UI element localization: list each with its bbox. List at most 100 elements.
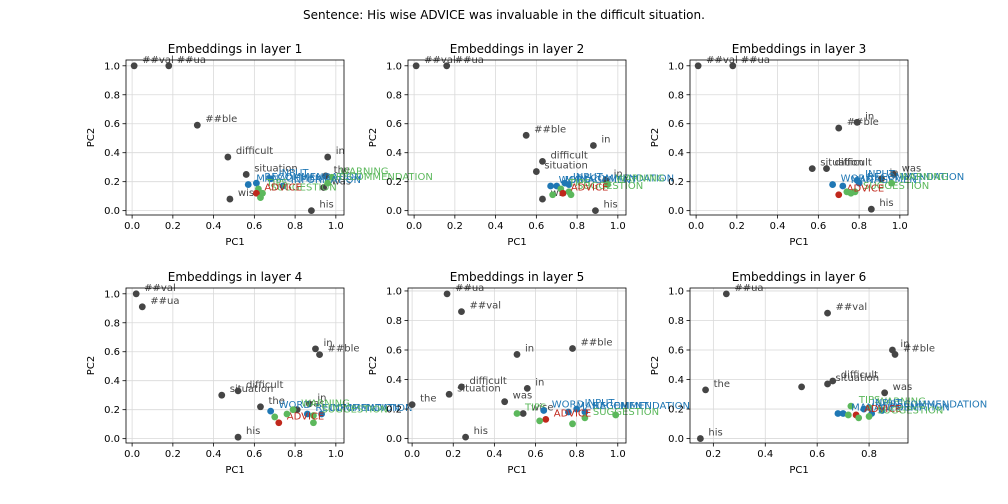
point-unlabeled (567, 191, 575, 199)
point-label: his (474, 426, 488, 437)
x-axis-label: PC1 (789, 465, 808, 476)
point--val (130, 62, 138, 70)
x-tick-label: 0.8 (861, 449, 877, 460)
point-label: in (900, 339, 909, 350)
y-axis-label: PC2 (650, 128, 661, 147)
point-label: was (513, 391, 533, 402)
x-tick-label: 1.0 (610, 221, 626, 232)
x-tick-label: 0.4 (206, 221, 222, 232)
point-label: difficult (835, 158, 872, 169)
point-label: situation (254, 163, 298, 174)
y-tick-label: 1.0 (386, 286, 402, 297)
point-label: ADVICE (287, 412, 324, 423)
x-tick-label: 0.4 (757, 449, 773, 460)
point--ble (193, 121, 201, 129)
point-in (513, 351, 521, 358)
point-situation (808, 165, 816, 173)
x-tick-label: 0.6 (246, 221, 262, 232)
point-label: in (323, 338, 332, 349)
point-difficult (823, 165, 830, 173)
point-his (308, 207, 315, 215)
point-warning (289, 406, 297, 414)
point-label: ##val (836, 302, 868, 313)
point-recommendation (252, 179, 260, 187)
point-label: MANAGEMENT (851, 402, 924, 413)
point-was (320, 184, 328, 191)
point-label: ##ble (205, 114, 237, 125)
point--val (694, 62, 702, 70)
y-tick-label: 0.8 (386, 316, 402, 327)
x-tick-label: 0.2 (705, 449, 721, 460)
y-axis-label: PC2 (368, 356, 379, 375)
y-tick-label: 0.0 (386, 434, 402, 445)
point-label: RECOMMENDATION (315, 403, 412, 414)
point-input (267, 175, 275, 183)
x-tick-label: 0.6 (810, 221, 826, 232)
point-the (322, 172, 330, 180)
x-tick-label: 0.2 (447, 221, 463, 232)
y-axis-label: PC2 (86, 128, 97, 147)
point-warning (888, 179, 896, 187)
point-unlabeled (310, 419, 317, 427)
point-label: the (334, 165, 350, 176)
point-advice (835, 191, 843, 199)
x-tick-label: 0.8 (851, 221, 867, 232)
x-tick-label: 0.8 (569, 221, 585, 232)
point-recommendation (303, 410, 311, 418)
point-management (839, 410, 847, 417)
x-tick-label: 0.4 (770, 221, 786, 232)
point-unlabeled (569, 420, 576, 428)
chart-layer-5: 0.0 0.2 0.4 0.6 0.8 1.0 0.0 0.2 0.4 0.6 0.8 1.0 ##ua… (368, 270, 690, 476)
point-label: ADVICE (264, 182, 301, 193)
point-label: ##val (469, 301, 501, 312)
point-label: ##ble (847, 117, 879, 128)
point-label: INPUT (279, 168, 310, 179)
point-in (305, 400, 313, 408)
point-label: situation (457, 383, 501, 394)
y-axis-label: PC2 (650, 356, 661, 375)
y-tick-label: 1.0 (386, 61, 402, 72)
y-tick-label: 0.8 (668, 316, 684, 327)
point-label: RECOMMENDATION (336, 172, 433, 183)
point-label: RECOMMENDATION (593, 401, 690, 412)
x-tick-label: 0.4 (206, 449, 222, 460)
point--ua (722, 290, 730, 298)
x-tick-label: 0.2 (729, 221, 745, 232)
x-tick-label: 0.8 (287, 449, 303, 460)
point-label: WARNING (877, 397, 926, 408)
point-advice (275, 419, 283, 427)
point-label: the (714, 379, 730, 390)
point-label: SUGGESTION (577, 181, 643, 192)
point-difficult (539, 158, 546, 165)
y-tick-label: 0.0 (104, 206, 120, 217)
chart-layer-3: 0.0 0.2 0.4 0.6 0.8 1.00.00.20.40.60.81.0##va… (650, 42, 964, 248)
point-label: WORD (559, 175, 592, 186)
point--val (132, 290, 140, 298)
point-difficult (829, 377, 837, 385)
y-tick-label: 1.0 (104, 61, 120, 72)
y-tick-label: 0.2 (386, 405, 402, 416)
point-label: MANAGEMENT (851, 175, 924, 186)
point-label: his (879, 198, 893, 209)
point-his (867, 205, 875, 213)
point-label: TIPS (265, 178, 287, 189)
x-tick-label: 1.0 (328, 449, 344, 460)
point-label: WARNING (301, 399, 350, 410)
y-tick-label: 0.4 (668, 148, 684, 159)
point--ble (835, 124, 843, 132)
point-in (878, 175, 885, 183)
point-label: was (305, 399, 325, 410)
point--val (824, 309, 831, 317)
y-tick-label: 0.2 (104, 405, 120, 416)
point-in (590, 142, 597, 149)
axes-frame (125, 59, 345, 216)
point-label: ADVICE (571, 182, 608, 193)
y-tick-label: 0.6 (386, 346, 402, 357)
point-suggestion (581, 414, 589, 422)
point-situation (824, 380, 831, 388)
point-input (573, 405, 581, 413)
chart-title: Embeddings in layer 5 (450, 270, 584, 284)
point-label: was (893, 382, 913, 393)
y-tick-label: 0.2 (668, 405, 684, 416)
